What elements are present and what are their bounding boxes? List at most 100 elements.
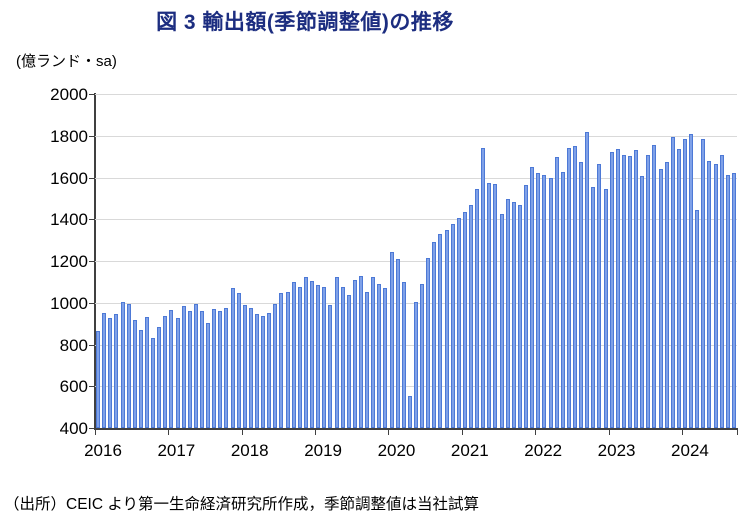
bar-2019-02 [322, 287, 327, 428]
bar-2022-09 [585, 131, 590, 428]
x-year-label-2021: 2021 [450, 441, 489, 460]
bar-2019-12 [383, 288, 388, 428]
bar-2022-01 [536, 173, 541, 428]
bar-2020-09 [438, 233, 443, 428]
y-tick-label-1000: 1000 [50, 293, 88, 313]
bar-2022-05 [560, 172, 565, 428]
gridline-1800 [95, 135, 737, 137]
bar-2017-01 [169, 310, 174, 428]
bar-2016-12 [163, 316, 168, 428]
bar-2017-03 [181, 305, 186, 428]
bar-2018-12 [310, 280, 315, 428]
bar-2019-01 [316, 285, 321, 428]
y-axis-unit-label: (億ランド・sa) [16, 53, 117, 70]
bar-2020-07 [426, 257, 431, 428]
y-tick-label-600: 600 [59, 377, 88, 397]
y-tick-label-400: 400 [59, 419, 88, 438]
bar-2023-05 [634, 150, 639, 428]
x-year-label-2018: 2018 [230, 441, 269, 460]
y-tick-mark-2000 [89, 94, 94, 95]
bar-2019-07 [352, 279, 357, 428]
x-year-label-2016: 2016 [84, 441, 122, 460]
bar-2017-10 [224, 307, 229, 428]
x-tick-mark-2024 [681, 430, 683, 435]
bar-2016-03 [108, 318, 113, 428]
bar-2022-04 [554, 156, 559, 428]
bar-2022-12 [603, 188, 608, 428]
x-tick-mark-2022 [535, 430, 537, 435]
bar-2018-08 [285, 292, 290, 428]
x-tick-mark-2018 [241, 430, 243, 435]
bar-2022-11 [597, 163, 602, 428]
bar-2016-04 [114, 314, 119, 428]
bar-2016-07 [132, 320, 137, 428]
bar-2017-11 [230, 288, 235, 428]
bar-2020-03 [401, 281, 406, 428]
bar-2024-09 [731, 173, 736, 428]
chart-title: 図 3 輸出額(季節調整値)の推移 [156, 11, 454, 34]
x-tick-mark-2017 [168, 430, 170, 435]
bar-2018-07 [279, 293, 284, 428]
bar-2017-02 [175, 318, 180, 428]
bar-2021-02 [469, 204, 474, 428]
bar-2021-01 [462, 211, 467, 428]
bar-2021-10 [517, 204, 522, 428]
bar-2023-02 [615, 149, 620, 428]
x-year-label-2017: 2017 [157, 441, 196, 460]
bar-2018-05 [267, 313, 272, 428]
bar-2017-06 [200, 311, 204, 428]
bar-2018-06 [273, 303, 278, 428]
bar-2020-06 [420, 283, 425, 428]
x-year-label-2020: 2020 [377, 441, 416, 460]
y-tick-label-800: 800 [59, 335, 88, 355]
bar-2017-09 [218, 311, 223, 428]
y-tick-label-1600: 1600 [50, 168, 88, 188]
bar-2016-01 [96, 330, 101, 428]
bar-2020-02 [395, 258, 400, 428]
bar-2020-01 [389, 251, 394, 428]
bar-2018-11 [303, 276, 308, 428]
bar-2024-01 [683, 138, 688, 428]
bar-2019-10 [371, 276, 376, 428]
x-year-label-2019: 2019 [304, 441, 343, 460]
bar-2019-08 [358, 275, 363, 428]
bar-2016-09 [144, 317, 149, 428]
bar-2023-06 [640, 176, 645, 428]
y-tick-mark-600 [89, 386, 94, 388]
gridline-1400 [95, 219, 737, 221]
y-tick-mark-1200 [89, 261, 94, 262]
bar-2017-05 [193, 303, 198, 428]
chart-plot-area [95, 94, 737, 428]
bar-2023-03 [621, 154, 626, 428]
bar-2024-05 [707, 160, 712, 428]
x-tick-mark-right-edge [737, 430, 738, 435]
bar-2018-04 [261, 316, 266, 428]
bar-2016-10 [151, 338, 156, 428]
bar-2018-03 [255, 314, 260, 428]
bar-2024-03 [695, 209, 700, 428]
bar-2019-09 [365, 292, 370, 428]
bar-2021-03 [475, 188, 480, 428]
bar-2019-05 [340, 287, 345, 428]
bar-2020-08 [432, 242, 437, 428]
bar-2021-11 [524, 184, 529, 428]
bar-2016-06 [126, 303, 131, 428]
bar-2022-02 [542, 175, 547, 428]
x-year-label-2023: 2023 [597, 441, 636, 460]
bar-2016-08 [138, 329, 143, 428]
x-tick-mark-2020 [388, 430, 390, 435]
bar-2023-09 [658, 169, 663, 428]
x-tick-mark-2021 [461, 430, 463, 435]
bar-2021-05 [487, 182, 492, 428]
bar-2023-10 [664, 161, 669, 428]
bar-2017-12 [236, 293, 241, 428]
y-tick-label-1800: 1800 [50, 126, 88, 146]
bar-2016-02 [102, 313, 107, 428]
bar-2022-06 [566, 148, 571, 428]
bar-2021-12 [530, 167, 535, 428]
bar-2020-11 [450, 224, 455, 428]
bar-2021-04 [481, 148, 486, 428]
bar-2021-06 [493, 183, 498, 428]
bar-2019-06 [346, 295, 351, 428]
